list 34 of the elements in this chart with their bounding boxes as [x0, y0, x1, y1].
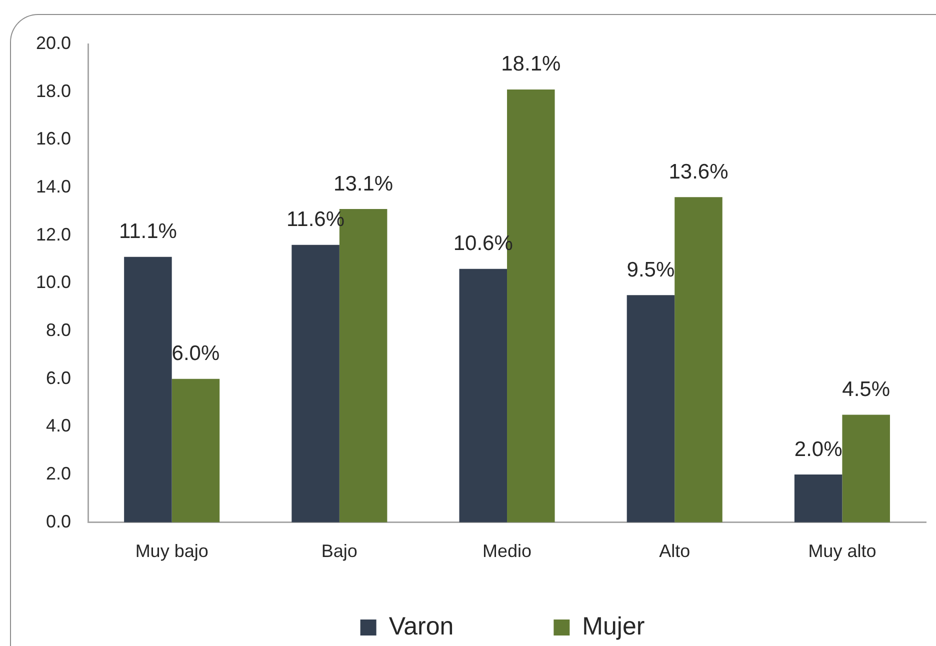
data-label: 13.6%: [668, 160, 728, 184]
bar: [626, 295, 675, 522]
y-tick-label: 12.0: [36, 224, 72, 244]
x-tick-label: Bajo: [321, 541, 358, 562]
legend-label: Mujer: [582, 612, 645, 640]
bar: [794, 474, 842, 522]
y-tick-label: 18.0: [36, 80, 72, 101]
data-label: 18.1%: [501, 52, 561, 76]
data-label: 9.5%: [626, 258, 675, 282]
y-tick-label: 10.0: [36, 272, 72, 292]
data-label: 2.0%: [794, 438, 842, 461]
x-tick-label: Medio: [482, 541, 532, 562]
bar: [842, 414, 890, 522]
bar: [172, 378, 220, 522]
x-tick-label: Alto: [659, 541, 690, 562]
y-tick-label: 8.0: [46, 320, 72, 340]
y-tick-label: 16.0: [36, 128, 72, 149]
bar: [674, 197, 722, 522]
y-tick-label: 20.0: [36, 32, 72, 53]
bar: [124, 256, 172, 522]
data-label: 4.5%: [842, 378, 890, 402]
bar: [292, 244, 340, 522]
bar: [459, 268, 508, 522]
y-tick-label: 6.0: [46, 368, 72, 388]
data-label: 13.1%: [334, 172, 394, 196]
legend-label: Varon: [388, 612, 454, 640]
y-tick-label: 2.0: [46, 464, 72, 484]
data-label: 11.1%: [118, 220, 177, 244]
y-tick-label: 4.0: [46, 416, 72, 436]
data-label: 6.0%: [172, 342, 220, 366]
x-tick-label: Muy alto: [808, 541, 876, 562]
y-tick-label: 0.0: [46, 511, 72, 532]
x-tick-label: Muy bajo: [135, 541, 208, 562]
y-tick-label: 14.0: [36, 176, 72, 196]
